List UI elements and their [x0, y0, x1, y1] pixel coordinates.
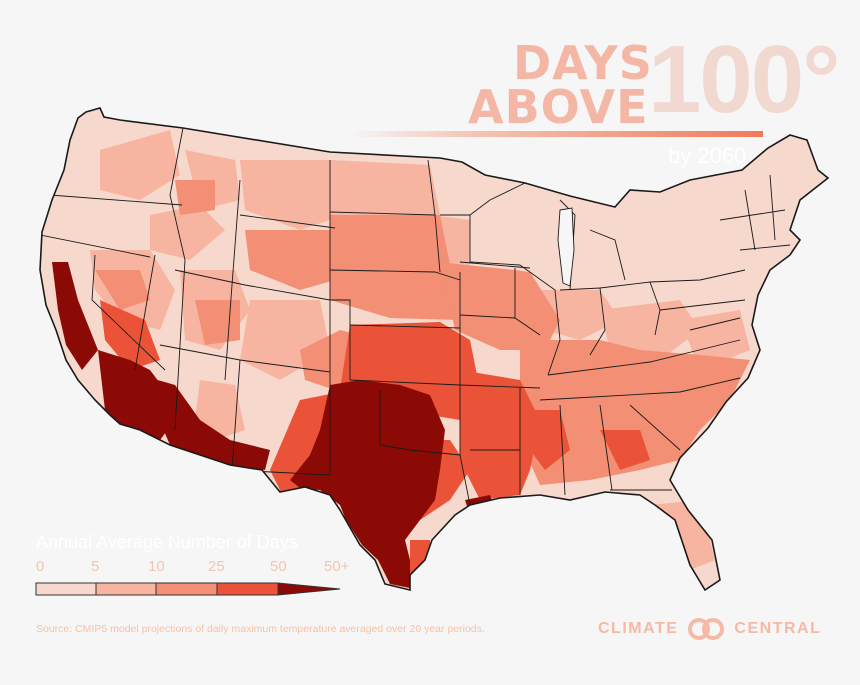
- brand-right-text: CENTRAL: [734, 620, 822, 637]
- lake-michigan: [557, 207, 575, 287]
- legend-tick-25: 25: [208, 558, 225, 575]
- state-borders: [40, 127, 791, 506]
- interlocking-circles-icon: [688, 618, 725, 640]
- source-note: Source: CMIP5 model projections of daily…: [36, 623, 485, 635]
- title-underline: [350, 131, 763, 137]
- legend-swatch-1: [95, 582, 157, 596]
- legend-swatch-2: [155, 582, 218, 596]
- legend-tick-50: 50: [270, 558, 287, 575]
- brand-left-text: CLIMATE: [598, 620, 679, 637]
- legend-swatch-0: [35, 582, 97, 596]
- title-above: ABOVE: [468, 80, 649, 134]
- title-subtitle: by 2060: [668, 143, 747, 168]
- legend-swatch-4: [277, 582, 341, 596]
- legend-tick-5: 5: [91, 558, 100, 575]
- title-temperature: 100°: [648, 26, 841, 133]
- legend-tick-0: 0: [36, 558, 45, 575]
- bin-10-25-areas: [95, 180, 750, 485]
- climate-central-logo: CLIMATE CENTRAL: [598, 617, 821, 641]
- legend-tick-10: 10: [148, 558, 165, 575]
- legend-swatch-3: [216, 582, 279, 596]
- legend-tick-50-plus: 50+: [324, 558, 350, 575]
- legend-bar: [35, 582, 341, 596]
- legend-title: Annual Average Number of Days: [36, 532, 298, 552]
- title-days: DAYS: [513, 36, 653, 90]
